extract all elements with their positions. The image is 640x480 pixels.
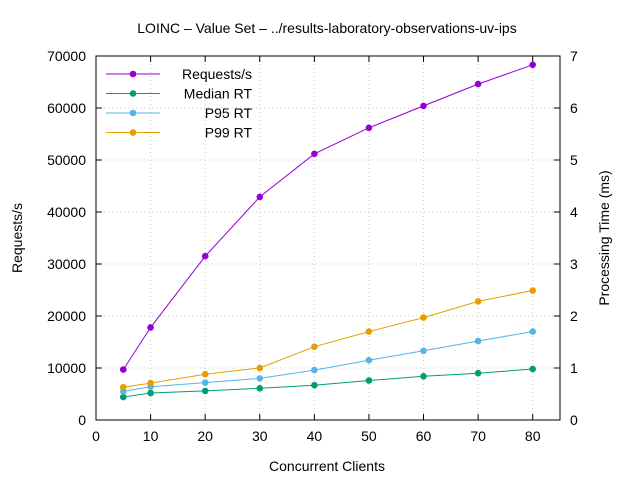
y2-tick-label: 3 xyxy=(570,256,578,272)
y2-tick-label: 1 xyxy=(570,360,578,376)
plot-frame xyxy=(95,55,561,421)
data-point xyxy=(365,356,373,364)
series-p95-rt xyxy=(120,328,536,395)
data-point xyxy=(420,347,427,355)
chart-title: LOINC – Value Set – ../results-laborator… xyxy=(137,20,516,36)
y-axis-right: 0 1 2 3 4 5 6 7 xyxy=(554,48,578,428)
y-tick-label: 20000 xyxy=(47,308,86,324)
data-point xyxy=(311,381,318,389)
data-point xyxy=(147,379,154,387)
legend: Requests/s Median RT P95 RT P99 RT xyxy=(106,66,252,141)
data-point xyxy=(201,387,209,395)
data-point xyxy=(474,337,482,345)
data-point xyxy=(311,366,318,374)
legend-entry: P99 RT xyxy=(106,125,252,141)
series-requests-s xyxy=(120,61,536,373)
series-layer xyxy=(120,61,536,401)
x-tick-label: 0 xyxy=(92,428,100,444)
y-tick-label: 60000 xyxy=(47,100,86,116)
legend-entry: Requests/s xyxy=(106,66,252,82)
data-point xyxy=(120,383,127,391)
data-point xyxy=(201,379,209,386)
data-point xyxy=(365,377,373,384)
series-line xyxy=(123,368,533,398)
legend-entry: P95 RT xyxy=(106,105,252,121)
legend-entry: Median RT xyxy=(106,86,252,102)
y2-tick-label: 7 xyxy=(570,48,578,64)
y2-tick-label: 5 xyxy=(570,152,578,168)
legend-label: P95 RT xyxy=(205,105,253,121)
data-point xyxy=(529,61,536,69)
legend-label: Requests/s xyxy=(182,66,252,82)
x-axis: 0 10 20 30 40 50 60 70 80 xyxy=(92,56,541,444)
y-axis-left: 0 10000 20000 30000 40000 50000 60000 70000 xyxy=(47,48,102,428)
data-point xyxy=(201,252,209,260)
y2-tick-label: 0 xyxy=(570,412,578,428)
data-point xyxy=(147,389,154,397)
y-tick-label: 30000 xyxy=(47,256,86,272)
data-point xyxy=(120,366,127,373)
y-tick-label: 70000 xyxy=(47,48,86,64)
y2-tick-label: 4 xyxy=(570,204,578,220)
data-point xyxy=(365,124,373,132)
series-p99-rt xyxy=(120,287,536,391)
legend-marker xyxy=(129,109,137,117)
x-tick-label: 10 xyxy=(143,428,159,444)
y2-axis-title: Processing Time (ms) xyxy=(596,170,612,305)
legend-marker xyxy=(129,90,137,97)
y-tick-label: 10000 xyxy=(47,360,86,376)
y2-tick-label: 2 xyxy=(570,308,578,324)
y2-tick-label: 6 xyxy=(570,100,578,116)
data-point xyxy=(256,375,264,382)
y-tick-label: 50000 xyxy=(47,152,86,168)
x-tick-label: 80 xyxy=(525,428,541,444)
data-point xyxy=(474,298,482,305)
legend-marker xyxy=(129,70,137,78)
data-point xyxy=(201,370,209,378)
x-tick-label: 70 xyxy=(470,428,486,444)
data-point xyxy=(420,373,427,380)
data-point xyxy=(311,343,318,351)
x-tick-label: 50 xyxy=(361,428,377,444)
data-point xyxy=(474,369,482,377)
y-tick-label: 40000 xyxy=(47,204,86,220)
x-axis-title: Concurrent Clients xyxy=(269,458,385,474)
data-point xyxy=(529,365,536,373)
y-tick-label: 0 xyxy=(78,412,86,428)
data-point xyxy=(256,193,264,201)
data-point xyxy=(147,324,154,331)
data-point xyxy=(420,314,427,321)
data-point xyxy=(529,287,536,294)
data-point xyxy=(120,393,127,401)
x-tick-label: 60 xyxy=(416,428,432,444)
legend-label: Median RT xyxy=(184,86,253,102)
data-point xyxy=(256,385,264,392)
data-point xyxy=(529,328,536,335)
data-point xyxy=(420,102,427,110)
data-point xyxy=(311,150,318,158)
x-tick-label: 40 xyxy=(307,428,323,444)
legend-marker xyxy=(129,129,137,136)
x-tick-label: 20 xyxy=(197,428,213,444)
x-tick-label: 30 xyxy=(252,428,268,444)
legend-label: P99 RT xyxy=(205,125,253,141)
series-line xyxy=(122,64,533,370)
data-point xyxy=(365,328,373,335)
data-point xyxy=(256,364,264,372)
grid xyxy=(96,56,560,420)
series-line xyxy=(123,331,533,392)
series-median-rt xyxy=(120,365,536,401)
data-point xyxy=(474,80,482,88)
y-axis-title: Requests/s xyxy=(9,203,25,273)
series-line xyxy=(123,290,533,388)
